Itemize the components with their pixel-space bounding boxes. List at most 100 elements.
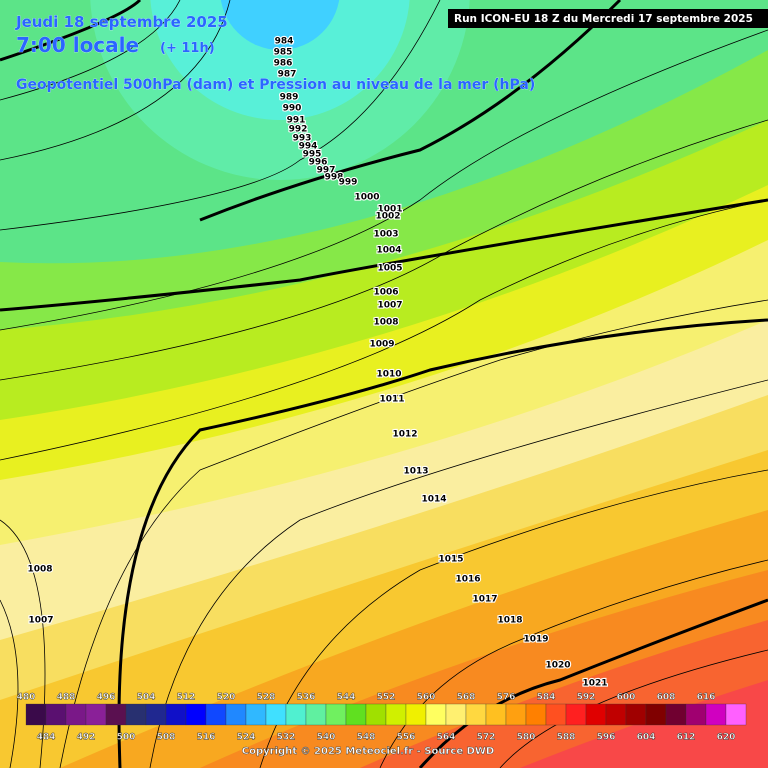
scale-label: 480 [17, 693, 36, 703]
color-scale: 480 488 496 504 512 520 528 536 544 552 560 568 576 5… [16, 692, 747, 743]
scale-swatch [45, 703, 67, 726]
isobar-label: 1007 [377, 301, 402, 311]
scale-swatch [25, 703, 47, 726]
scale-swatch [585, 703, 607, 726]
scale-label: 552 [377, 693, 396, 703]
scale-label: 520 [217, 693, 236, 703]
scale-label: 488 [57, 693, 76, 703]
scale-label: 496 [97, 693, 116, 703]
scale-swatch [365, 703, 387, 726]
isobar-label: 1008 [373, 318, 398, 328]
scale-swatch [85, 703, 107, 726]
isobar-label: 998 [325, 173, 344, 183]
scale-label: 556 [397, 733, 416, 743]
isobar-label: 1013 [403, 467, 428, 477]
scale-label: 508 [157, 733, 176, 743]
scale-swatch [385, 703, 407, 726]
isobar-label: 989 [280, 93, 299, 103]
scale-swatch [485, 703, 507, 726]
isobar-label: 1016 [455, 575, 480, 585]
isobar-label: 1018 [497, 616, 522, 626]
isobar-label: 1020 [545, 661, 570, 671]
scale-swatch [145, 703, 167, 726]
isobar-label: 991 [287, 116, 306, 126]
isobar-label: 1017 [472, 595, 497, 605]
scale-label: 572 [477, 733, 496, 743]
isobar-label: 1005 [377, 264, 402, 274]
scale-label: 612 [677, 733, 696, 743]
isobar-label: 986 [274, 59, 293, 69]
isobar-label: 1003 [373, 230, 398, 240]
isobar-label: 1015 [438, 555, 463, 565]
scale-swatch [225, 703, 247, 726]
scale-swatch [285, 703, 307, 726]
scale-label: 588 [557, 733, 576, 743]
scale-label: 516 [197, 733, 216, 743]
isobar-label: 993 [293, 134, 312, 144]
scale-label: 568 [457, 693, 476, 703]
isobar-label: 1006 [373, 288, 398, 298]
isobar-label: 1001 [377, 205, 402, 215]
isobar-label: 1014 [421, 495, 446, 505]
scale-label: 524 [237, 733, 256, 743]
isobar-label: 990 [283, 104, 302, 114]
scale-swatch [65, 703, 87, 726]
isobar-label: 984 [275, 37, 294, 47]
scale-swatch [685, 703, 707, 726]
scale-swatch [105, 703, 127, 726]
scale-label: 532 [277, 733, 296, 743]
isobar-label: 1021 [582, 679, 607, 689]
isobar-label: 992 [289, 125, 308, 135]
scale-label: 620 [717, 733, 736, 743]
scale-label: 484 [37, 733, 56, 743]
scale-label: 604 [637, 733, 656, 743]
scale-label: 592 [577, 693, 596, 703]
scale-swatch [725, 703, 747, 726]
scale-swatch [305, 703, 327, 726]
scale-swatch [645, 703, 667, 726]
scale-swatch [605, 703, 627, 726]
isobar-label: 1012 [392, 430, 417, 440]
scale-label: 536 [297, 693, 316, 703]
scale-swatch [445, 703, 467, 726]
isobar-label: 995 [303, 150, 322, 160]
scale-label: 584 [537, 693, 556, 703]
time: 7:00 locale [16, 33, 139, 57]
scale-swatch [525, 703, 547, 726]
scale-swatch [205, 703, 227, 726]
isobar-label: 996 [309, 158, 328, 168]
isobar-label: 987 [278, 70, 297, 80]
isobar-label: 985 [274, 48, 293, 58]
scale-swatch [545, 703, 567, 726]
scale-swatch [465, 703, 487, 726]
isobar-label: 999 [339, 178, 358, 188]
scale-swatch [625, 703, 647, 726]
scale-label: 576 [497, 693, 516, 703]
isobar-label: 1019 [523, 635, 548, 645]
isobar-label: 1010 [376, 370, 401, 380]
scale-swatch [345, 703, 367, 726]
scale-swatch [405, 703, 427, 726]
scale-label: 560 [417, 693, 436, 703]
subtitle: Geopotentiel 500hPa (dam) et Pression au… [16, 77, 535, 93]
scale-label: 548 [357, 733, 376, 743]
isobar-label: 997 [317, 166, 336, 176]
isobar-label: 1002 [375, 212, 400, 222]
isobar-label: 1009 [369, 340, 394, 350]
scale-label: 528 [257, 693, 276, 703]
copyright: Copyright © 2025 Meteociel.fr - Source D… [242, 746, 494, 757]
scale-label: 540 [317, 733, 336, 743]
isobar-label: 1007 [28, 616, 53, 626]
isobar-label: 1000 [354, 193, 379, 203]
scale-label: 492 [77, 733, 96, 743]
scale-swatch [325, 703, 347, 726]
isobar-label: 1008 [27, 565, 52, 575]
scale-swatch [565, 703, 587, 726]
scale-swatch [665, 703, 687, 726]
